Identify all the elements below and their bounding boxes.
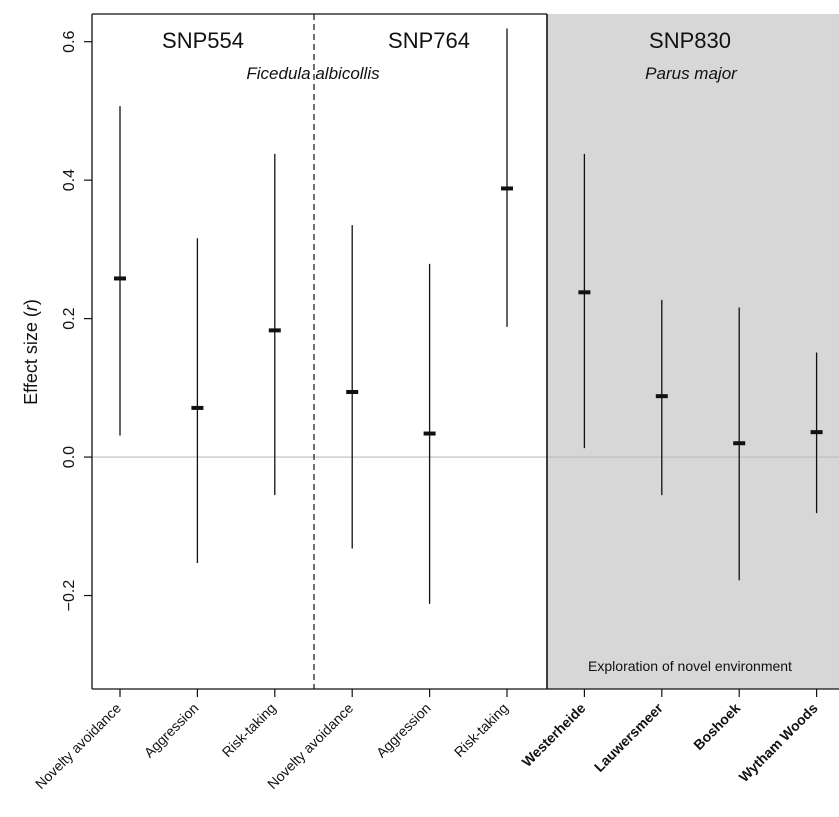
x-tick-label: Novelty avoidance <box>32 700 124 792</box>
y-tick-label: 0.0 <box>61 446 78 468</box>
x-tick-label: Risk-taking <box>219 700 279 760</box>
x-tick-label: Wytham Woods <box>736 700 821 785</box>
panel-note-exploration: Exploration of novel environment <box>588 658 792 674</box>
x-tick-label: Novelty avoidance <box>264 700 356 792</box>
y-tick-label: 0.4 <box>61 169 78 191</box>
x-tick-label: Risk-taking <box>451 700 511 760</box>
species-label-ficedula: Ficedula albicollis <box>246 64 380 83</box>
panel-label-snp764: SNP764 <box>388 28 470 53</box>
x-tick-label: Aggression <box>141 700 202 761</box>
species-label-parus: Parus major <box>645 64 738 83</box>
x-tick-label: Lauwersmeer <box>591 699 667 775</box>
y-axis-label: Effect size (r) <box>21 299 41 405</box>
y-tick-label: 0.2 <box>61 307 78 329</box>
x-tick-label: Aggression <box>373 700 434 761</box>
y-tick-label: −0.2 <box>61 580 78 612</box>
x-tick-label: Boshoek <box>690 700 743 753</box>
y-axis-label-text: Effect size <box>21 322 41 405</box>
y-axis-label-variable: r <box>21 304 41 311</box>
shaded-panel-background <box>547 14 839 689</box>
y-axis-label-close: ) <box>21 299 41 305</box>
x-tick-label: Westerheide <box>519 700 589 770</box>
y-tick-label: 0.6 <box>61 30 78 52</box>
panel-label-snp554: SNP554 <box>162 28 244 53</box>
y-axis-label-open: ( <box>21 311 41 317</box>
panel-label-snp830: SNP830 <box>649 28 731 53</box>
